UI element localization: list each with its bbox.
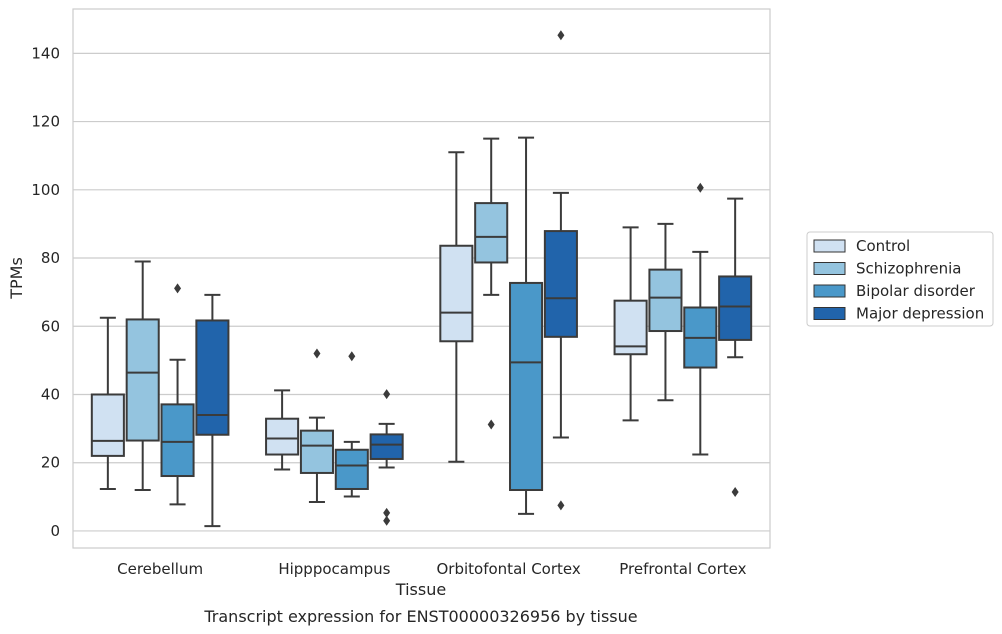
box-body [334, 448, 369, 490]
box-control [613, 226, 648, 422]
box-major-depression [543, 30, 578, 511]
x-axis-label: Tissue [395, 580, 446, 599]
outlier-point [383, 507, 391, 518]
box-body [474, 202, 509, 264]
legend-label: Major depression [856, 305, 984, 323]
box-body [125, 318, 160, 442]
box-schizophrenia [125, 260, 160, 492]
boxes [90, 30, 753, 528]
box-schizophrenia [474, 137, 509, 430]
x-tick-label: Cerebellum [117, 560, 203, 578]
y-axis-label: TPMs [7, 257, 26, 300]
box-control [90, 316, 125, 490]
y-tick-label: 120 [31, 113, 60, 131]
plot-frame [72, 8, 771, 549]
box-bipolar-disorder [334, 351, 369, 498]
outlier-point [174, 283, 182, 294]
y-tick-label: 140 [31, 44, 60, 62]
y-tick-label: 80 [41, 249, 60, 267]
box-control [439, 151, 474, 463]
box-body [718, 275, 753, 341]
outlier-point [557, 30, 565, 41]
x-tick-label: Orbitofontal Cortex [437, 560, 581, 578]
legend-swatch [813, 239, 846, 253]
outlier-point [487, 419, 495, 430]
y-tick-label: 60 [41, 317, 60, 335]
legend-swatch [813, 262, 846, 275]
tick-labels: 0 20 40 60 80 100 120 140 Cerebellum Hipppocampus… [31, 44, 746, 578]
box-body [265, 417, 300, 456]
y-tick-label: 20 [41, 454, 60, 472]
box-major-depression [718, 197, 753, 498]
outlier-point [313, 348, 321, 359]
box-body [195, 319, 230, 436]
outlier-point [383, 389, 391, 400]
box-bipolar-disorder [509, 136, 544, 515]
y-tick-label: 0 [50, 522, 60, 540]
box-body [509, 281, 544, 492]
box-body [369, 433, 404, 460]
box-body [299, 429, 334, 474]
x-tick-label: Prefrontal Cortex [619, 560, 746, 578]
chart-caption: Transcript expression for ENST0000032695… [203, 607, 637, 626]
legend-swatch [813, 284, 846, 298]
outlier-point [383, 515, 391, 526]
outlier-point [696, 182, 704, 193]
box-schizophrenia [299, 348, 334, 503]
legend-label: Control [856, 237, 910, 255]
box-control [265, 389, 300, 471]
box-body [543, 230, 578, 338]
box-schizophrenia [648, 222, 683, 402]
box-major-depression [195, 293, 230, 528]
legend-frame [806, 231, 994, 327]
legend-label: Schizophrenia [856, 260, 961, 278]
box-body [613, 299, 648, 356]
legend-label: Bipolar disorder [856, 282, 976, 300]
outlier-point [348, 351, 356, 362]
y-tick-label: 100 [31, 181, 60, 199]
box-body [160, 403, 195, 478]
outlier-point [731, 487, 739, 498]
box-major-depression [369, 389, 404, 526]
y-tick-label: 40 [41, 385, 60, 403]
outlier-point [557, 500, 565, 511]
box-body [439, 244, 474, 343]
legend-swatch [813, 307, 846, 320]
box-body [90, 393, 125, 457]
x-tick-label: Hipppocampus [278, 560, 390, 578]
box-bipolar-disorder [160, 283, 195, 506]
box-bipolar-disorder [683, 182, 718, 456]
legend: Control Schizophrenia Bipolar disorder Majo… [806, 231, 994, 327]
box-body [648, 268, 683, 333]
